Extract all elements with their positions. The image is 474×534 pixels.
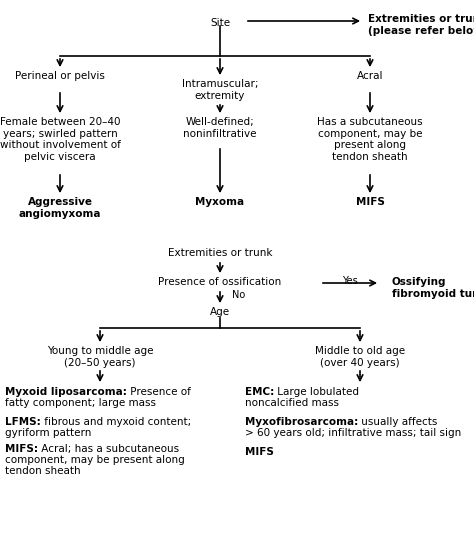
- Text: Perineal or pelvis: Perineal or pelvis: [15, 71, 105, 81]
- Text: MIFS: MIFS: [356, 197, 384, 207]
- Text: noncalcified mass: noncalcified mass: [245, 398, 339, 408]
- Text: No: No: [232, 290, 245, 300]
- Text: gyriform pattern: gyriform pattern: [5, 428, 91, 438]
- Text: MIFS:: MIFS:: [5, 444, 38, 454]
- Text: EMC:: EMC:: [245, 387, 274, 397]
- Text: Myxoma: Myxoma: [195, 197, 245, 207]
- Text: Acral: Acral: [357, 71, 383, 81]
- Text: fibrous and myxoid content;: fibrous and myxoid content;: [41, 417, 191, 427]
- Text: Intramuscular;
extremity: Intramuscular; extremity: [182, 79, 258, 100]
- Text: Young to middle age
(20–50 years): Young to middle age (20–50 years): [47, 346, 153, 367]
- Text: Myxoid liposarcoma:: Myxoid liposarcoma:: [5, 387, 127, 397]
- Text: Well-defined;
noninfiltrative: Well-defined; noninfiltrative: [183, 117, 257, 139]
- Text: Site: Site: [210, 18, 230, 28]
- Text: MIFS: MIFS: [245, 447, 274, 457]
- Text: component, may be present along: component, may be present along: [5, 455, 185, 465]
- Text: LFMS:: LFMS:: [5, 417, 41, 427]
- Text: Female between 20–40
years; swirled pattern
without involvement of
pelvic viscer: Female between 20–40 years; swirled patt…: [0, 117, 120, 162]
- Text: tendon sheath: tendon sheath: [5, 466, 81, 476]
- Text: Age: Age: [210, 307, 230, 317]
- Text: Acral; has a subcutaneous: Acral; has a subcutaneous: [38, 444, 179, 454]
- Text: > 60 years old; infiltrative mass; tail sign: > 60 years old; infiltrative mass; tail …: [245, 428, 461, 438]
- Text: Ossifying
fibromyoid tumor: Ossifying fibromyoid tumor: [392, 277, 474, 299]
- Text: Has a subcutaneous
component, may be
present along
tendon sheath: Has a subcutaneous component, may be pre…: [317, 117, 423, 162]
- Text: Middle to old age
(over 40 years): Middle to old age (over 40 years): [315, 346, 405, 367]
- Text: Extremities or trunk: Extremities or trunk: [168, 248, 272, 258]
- Text: Presence of: Presence of: [127, 387, 191, 397]
- Text: Large lobulated: Large lobulated: [274, 387, 359, 397]
- Text: Presence of ossification: Presence of ossification: [158, 277, 282, 287]
- Text: Myxofibrosarcoma:: Myxofibrosarcoma:: [245, 417, 358, 427]
- Text: usually affects: usually affects: [358, 417, 438, 427]
- Text: Aggressive
angiomyxoma: Aggressive angiomyxoma: [19, 197, 101, 218]
- Text: Yes: Yes: [342, 276, 358, 286]
- Text: Extremities or trunk
(please refer below): Extremities or trunk (please refer below…: [368, 14, 474, 36]
- Text: fatty component; large mass: fatty component; large mass: [5, 398, 156, 408]
